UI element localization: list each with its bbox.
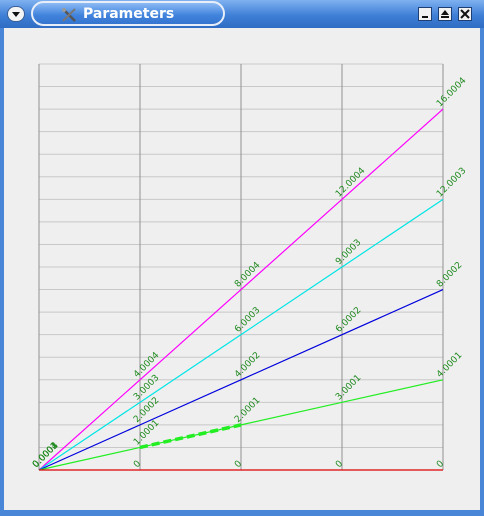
series-line-1 [38,198,444,471]
minimize-button[interactable] [418,7,432,21]
tools-icon [62,8,76,22]
data-label: 0 [233,459,244,470]
series-line-0 [38,108,444,471]
window-title: Parameters [83,6,175,22]
maximize-button[interactable] [438,7,452,21]
data-label: 8.0002 [435,260,464,289]
data-label: 12.0004 [334,166,368,200]
data-label: 4.0002 [233,351,262,380]
data-label: 16.0004 [435,76,469,110]
data-label: 0 [132,459,143,470]
data-label: 0 [435,459,446,470]
close-icon [460,9,470,19]
chart-area: 0.0004 4.0004 8.0004 12.0004 16.0004 0.0003 3.… [4,28,480,510]
window-menu-button[interactable] [7,6,25,22]
title-bar[interactable]: Parameters [0,0,484,28]
data-label: 6.0002 [334,305,363,334]
parameters-chart: 0.00044.00048.000412.000416.00040.00033.… [31,63,469,471]
minimize-icon [422,16,428,18]
data-label: 4.0001 [435,351,464,380]
close-button[interactable] [458,7,472,21]
highlight-segment [139,423,242,450]
data-label: 12.0003 [435,166,468,199]
series-line-2 [38,289,444,471]
title-pill: Parameters [31,1,225,26]
data-label: 0 [334,459,345,470]
maximize-icon [441,10,449,18]
data-label: 0 [31,459,42,470]
